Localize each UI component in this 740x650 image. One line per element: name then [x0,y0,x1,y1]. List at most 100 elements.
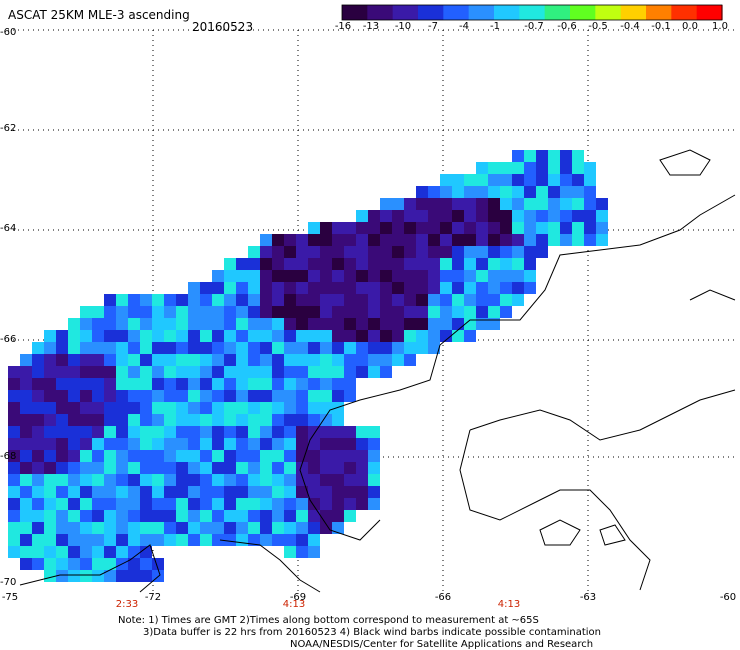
swath-cell [320,222,332,234]
swath-cell [44,486,56,498]
swath-cell [68,426,80,438]
swath-cell [296,486,308,498]
swath-cell [116,498,128,510]
swath-cell [224,438,236,450]
swath-cell [332,522,344,534]
swath-cell [272,414,284,426]
swath-cell [440,186,452,198]
swath-cell [116,546,128,558]
swath-cell [380,366,392,378]
swath-cell [152,342,164,354]
swath-cell [284,438,296,450]
swath-cell [128,294,140,306]
swath-cell [272,390,284,402]
swath-cell [128,486,140,498]
swath-cell [344,270,356,282]
swath-cell [560,174,572,186]
swath-cell [284,342,296,354]
swath-cell [320,486,332,498]
swath-cell [500,222,512,234]
backscatter-swath [8,150,608,582]
swath-cell [500,282,512,294]
swath-cell [116,474,128,486]
swath-cell [164,474,176,486]
swath-cell [452,318,464,330]
swath-cell [260,234,272,246]
swath-cell [296,270,308,282]
swath-cell [116,426,128,438]
swath-cell [224,450,236,462]
swath-cell [176,462,188,474]
swath-cell [284,282,296,294]
swath-cell [344,426,356,438]
swath-cell [284,354,296,366]
swath-cell [320,426,332,438]
colorbar-swatch [392,5,419,20]
swath-cell [236,258,248,270]
swath-cell [428,210,440,222]
swath-cell [8,474,20,486]
swath-cell [212,318,224,330]
swath-cell [404,198,416,210]
swath-cell [248,270,260,282]
swath-cell [80,342,92,354]
swath-cell [152,378,164,390]
swath-cell [548,210,560,222]
swath-cell [152,402,164,414]
colorbar-swatch [570,5,596,20]
swath-cell [308,354,320,366]
swath-cell [524,174,536,186]
swath-cell [212,270,224,282]
swath-cell [356,354,368,366]
swath-cell [404,234,416,246]
swath-cell [248,306,260,318]
swath-cell [440,234,452,246]
swath-cell [188,342,200,354]
swath-cell [200,330,212,342]
swath-cell [488,306,500,318]
swath-cell [308,522,320,534]
swath-cell [488,270,500,282]
swath-cell [440,222,452,234]
swath-cell [188,402,200,414]
swath-cell [260,366,272,378]
swath-cell [32,534,44,546]
swath-cell [32,486,44,498]
swath-cell [236,330,248,342]
swath-cell [512,270,524,282]
swath-cell [368,450,380,462]
swath-cell [152,354,164,366]
swath-cell [200,414,212,426]
swath-cell [272,378,284,390]
swath-cell [104,510,116,522]
swath-cell [92,306,104,318]
swath-cell [380,246,392,258]
swath-cell [272,534,284,546]
swath-cell [332,474,344,486]
swath-cell [524,282,536,294]
swath-cell [272,258,284,270]
swath-cell [380,222,392,234]
swath-cell [440,258,452,270]
swath-cell [356,498,368,510]
swath-cell [188,318,200,330]
swath-cell [56,390,68,402]
colorbar-swatch [418,5,444,20]
swath-cell [296,450,308,462]
swath-cell [368,306,380,318]
swath-cell [584,234,596,246]
swath-cell [140,570,152,582]
swath-cell [332,378,344,390]
swath-cell [356,270,368,282]
lat-label: -62 [0,123,17,134]
swath-cell [212,366,224,378]
swath-cell [548,150,560,162]
swath-cell [260,414,272,426]
swath-cell [452,306,464,318]
swath-cell [404,282,416,294]
swath-cell [92,486,104,498]
swath-cell [320,522,332,534]
time-label: 4:13 [497,599,521,610]
swath-cell [224,270,236,282]
swath-cell [428,246,440,258]
